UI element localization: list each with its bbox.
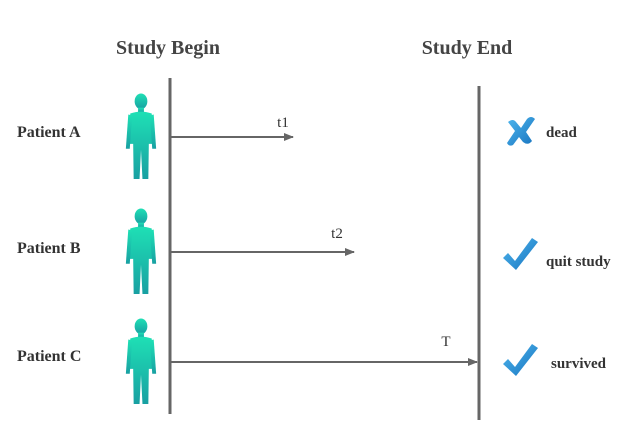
person-icon <box>125 318 157 405</box>
patient-row-c: Patient C T survived <box>17 318 607 405</box>
patient-b-label: Patient B <box>17 240 81 257</box>
person-icon <box>125 208 157 295</box>
study-begin-header: Study Begin <box>116 37 220 59</box>
patient-a-label: Patient A <box>17 124 81 141</box>
outcome-label-survived: survived <box>551 356 607 372</box>
person-icon <box>125 93 157 180</box>
check-icon <box>503 344 538 376</box>
time-label-t1: t1 <box>277 115 289 131</box>
time-label-T: T <box>441 334 450 350</box>
patient-row-a: Patient A t1 dead <box>17 93 578 180</box>
study-end-header: Study End <box>422 37 513 59</box>
outcome-label-dead: dead <box>546 125 578 141</box>
patient-row-b: Patient B t2 quit study <box>17 208 611 295</box>
cross-icon <box>507 117 535 146</box>
patient-c-label: Patient C <box>17 348 81 365</box>
outcome-label-quit-study: quit study <box>546 254 611 270</box>
time-label-t2: t2 <box>331 226 343 242</box>
check-icon <box>503 238 538 270</box>
